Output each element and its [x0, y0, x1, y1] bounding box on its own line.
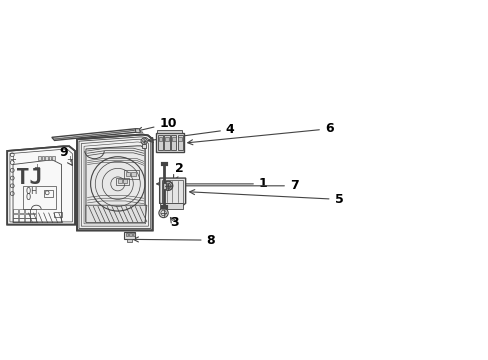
Bar — [19, 209, 24, 213]
Text: 4: 4 — [148, 123, 234, 143]
Polygon shape — [168, 186, 172, 190]
Bar — [54, 212, 61, 217]
Bar — [116, 178, 129, 185]
Bar — [162, 205, 164, 209]
Bar — [30, 214, 36, 218]
Bar — [13, 214, 18, 218]
Text: 3: 3 — [169, 216, 178, 229]
Text: 7: 7 — [171, 179, 298, 192]
Bar — [142, 144, 146, 148]
Bar — [178, 136, 182, 141]
Bar — [19, 219, 24, 222]
Bar — [163, 183, 165, 189]
Text: H: H — [30, 186, 37, 195]
Text: 9: 9 — [59, 147, 72, 165]
Polygon shape — [165, 186, 170, 190]
Text: 0: 0 — [25, 186, 31, 195]
Polygon shape — [135, 129, 140, 133]
Bar — [52, 156, 55, 160]
Bar — [125, 233, 128, 236]
Text: 2: 2 — [173, 162, 184, 180]
Bar — [30, 219, 36, 222]
Polygon shape — [52, 129, 139, 140]
Bar — [125, 172, 130, 176]
Text: TJ: TJ — [16, 168, 43, 188]
Polygon shape — [86, 146, 144, 222]
Bar — [41, 156, 44, 160]
Bar — [158, 136, 162, 141]
Bar — [131, 172, 136, 176]
Text: 0: 0 — [25, 193, 31, 202]
Bar — [19, 214, 24, 218]
Bar — [38, 156, 41, 160]
Bar — [161, 180, 183, 203]
Bar — [24, 209, 30, 213]
Bar — [157, 130, 182, 133]
Bar — [171, 135, 176, 150]
Bar — [123, 170, 139, 179]
Text: 8: 8 — [133, 234, 215, 247]
Polygon shape — [163, 182, 168, 186]
Bar — [24, 214, 30, 218]
Bar — [129, 233, 131, 236]
Bar — [45, 156, 48, 160]
Bar — [44, 190, 53, 197]
Circle shape — [141, 138, 147, 144]
Bar — [156, 133, 183, 152]
Text: +: + — [66, 155, 73, 164]
Bar — [160, 203, 183, 209]
Bar — [13, 219, 18, 222]
Bar — [177, 135, 183, 150]
Polygon shape — [7, 146, 75, 225]
Bar — [22, 186, 56, 209]
Bar — [123, 232, 135, 239]
Bar — [13, 209, 18, 213]
Text: 1: 1 — [156, 177, 267, 190]
Bar — [49, 156, 51, 160]
Text: 10: 10 — [137, 117, 177, 132]
Bar — [171, 136, 175, 141]
Bar — [158, 135, 163, 150]
Text: +: + — [33, 163, 40, 172]
Bar — [127, 239, 131, 242]
Polygon shape — [160, 178, 185, 207]
Bar — [165, 136, 169, 141]
Bar — [24, 219, 30, 222]
Bar — [118, 179, 122, 183]
Polygon shape — [77, 135, 152, 230]
Text: 5: 5 — [189, 190, 343, 206]
Circle shape — [159, 208, 168, 218]
Bar — [122, 179, 126, 183]
Polygon shape — [86, 205, 146, 223]
Text: +: + — [9, 155, 16, 164]
Polygon shape — [168, 182, 172, 186]
Polygon shape — [163, 186, 168, 190]
Bar — [164, 135, 169, 150]
Text: 6: 6 — [187, 122, 333, 145]
Bar — [132, 233, 135, 236]
Bar — [30, 209, 36, 213]
Polygon shape — [165, 182, 170, 186]
